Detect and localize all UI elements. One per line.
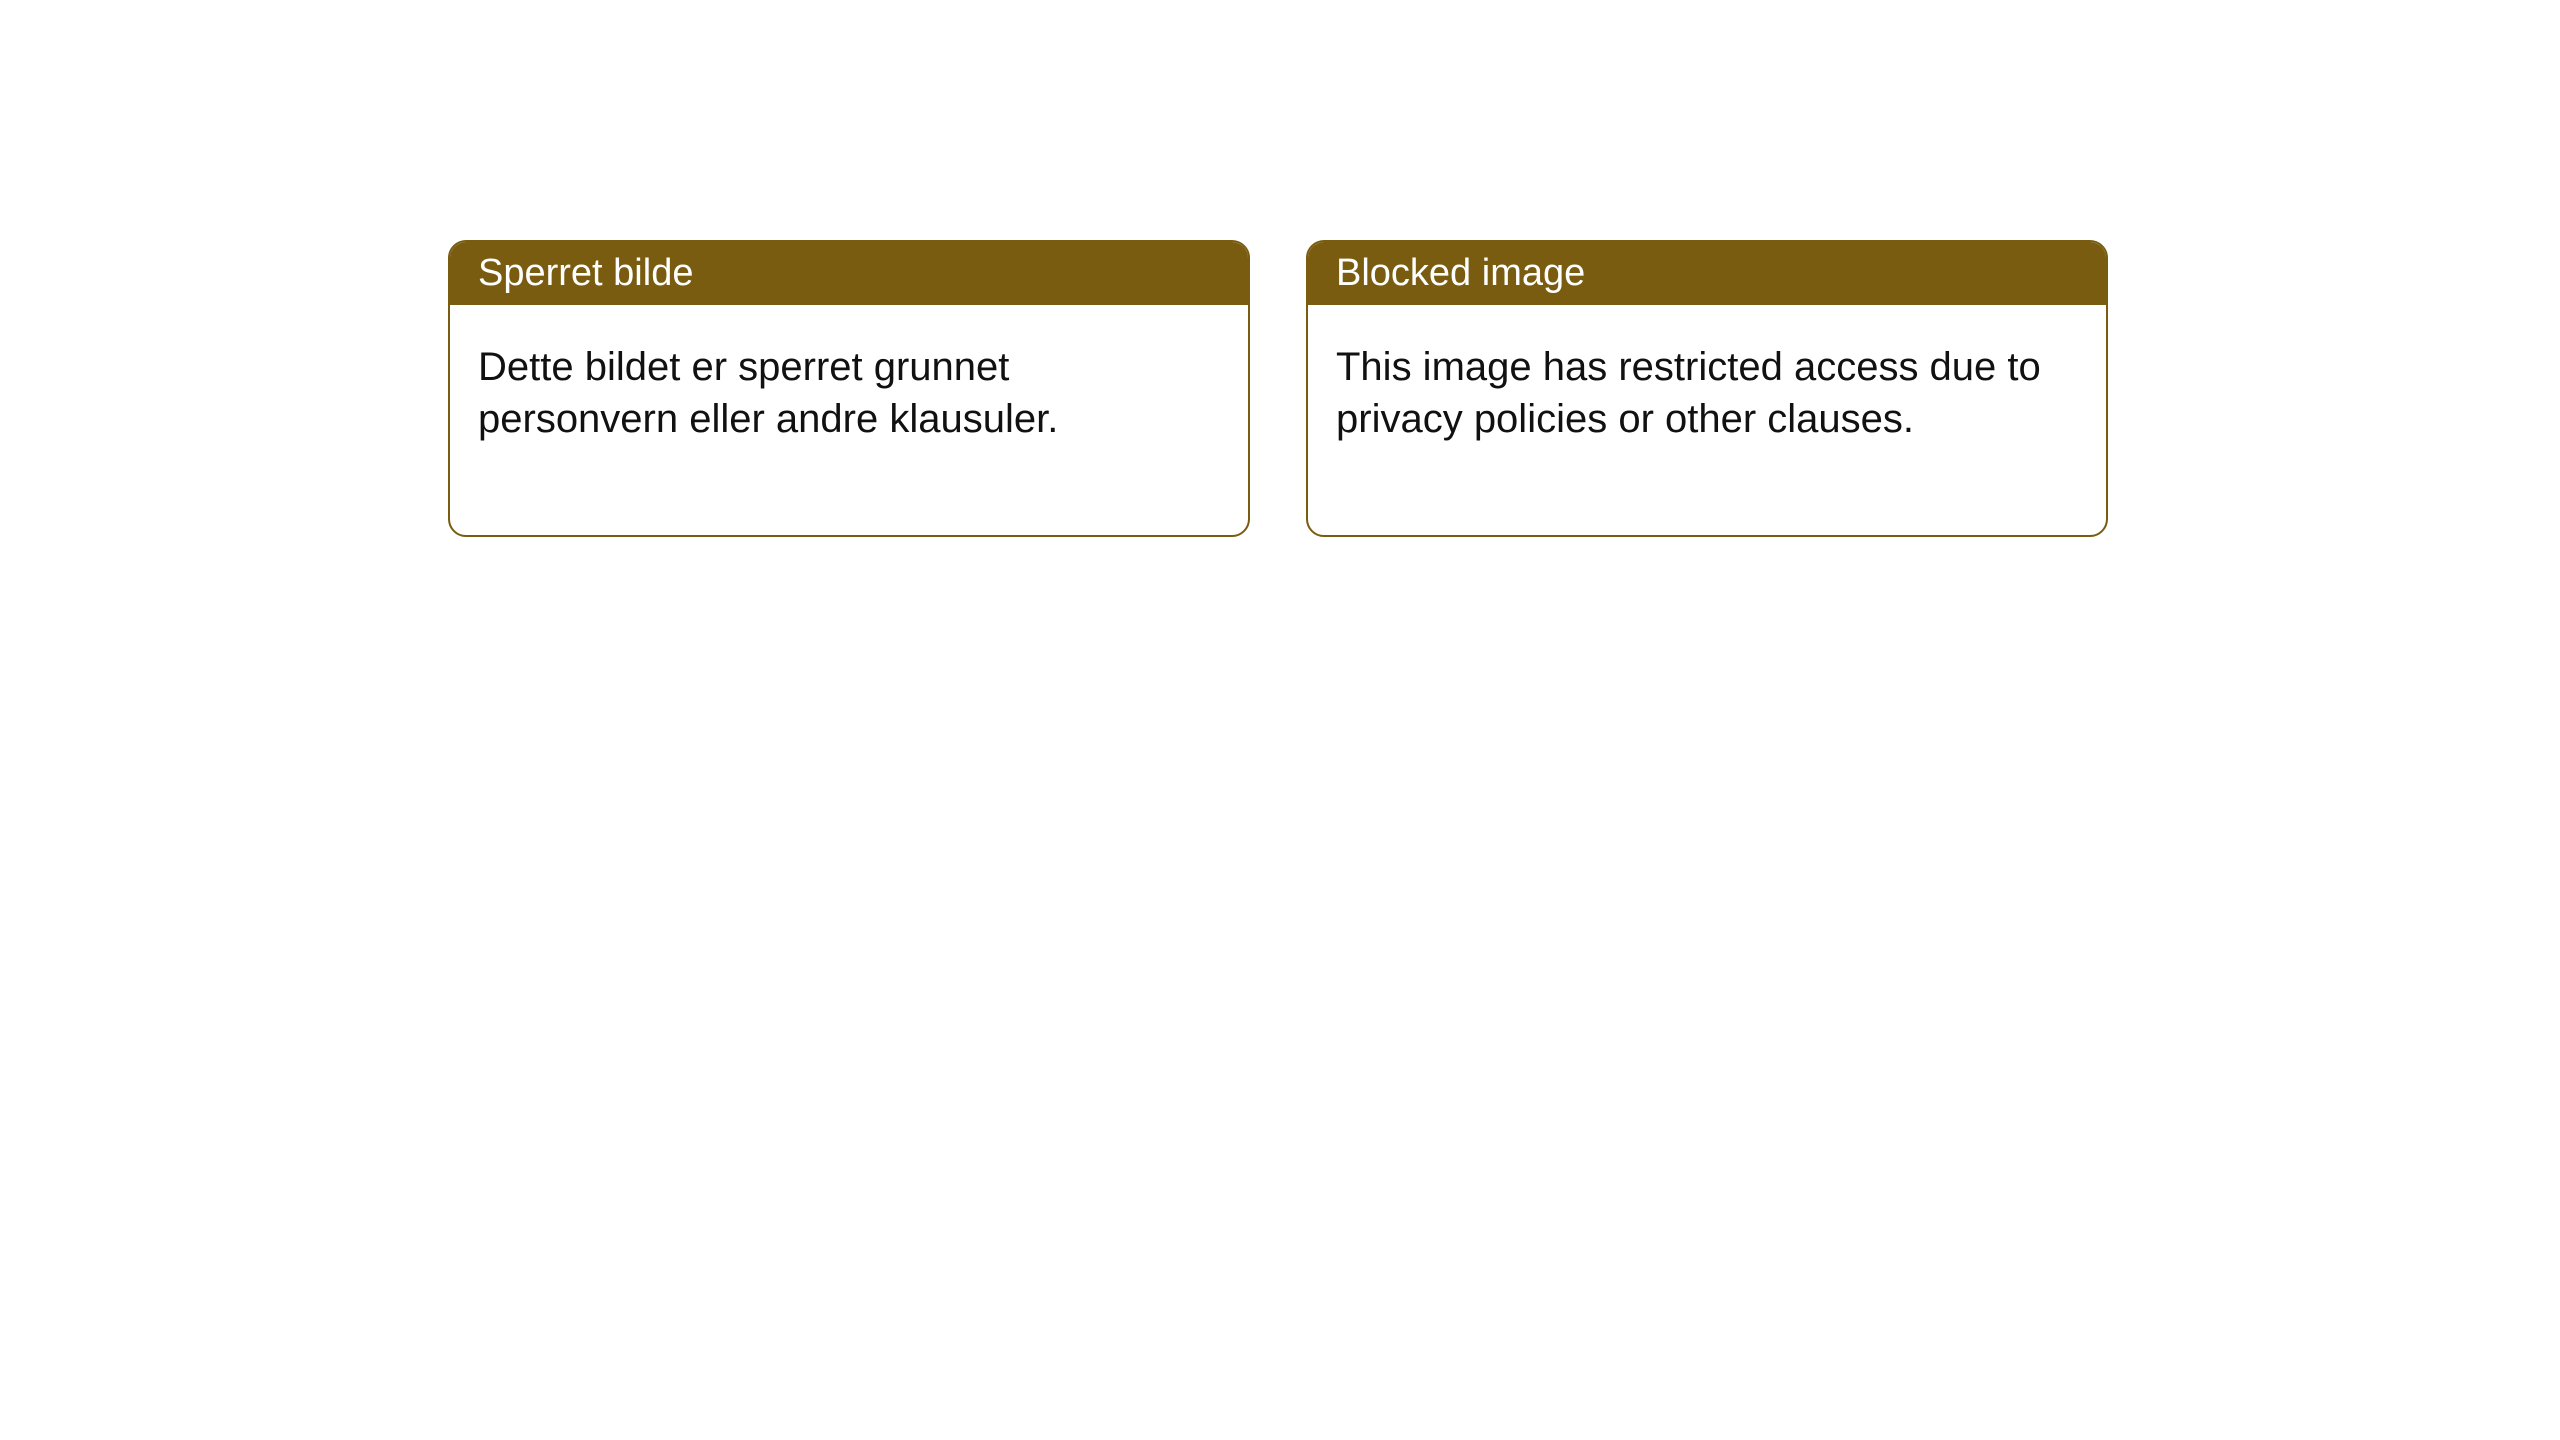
notice-header-en: Blocked image (1308, 242, 2106, 305)
notice-body-no: Dette bildet er sperret grunnet personve… (450, 305, 1248, 535)
notice-header-no: Sperret bilde (450, 242, 1248, 305)
notice-container: Sperret bilde Dette bildet er sperret gr… (448, 240, 2108, 537)
notice-text-en: This image has restricted access due to … (1336, 345, 2041, 441)
notice-card-en: Blocked image This image has restricted … (1306, 240, 2108, 537)
notice-text-no: Dette bildet er sperret grunnet personve… (478, 345, 1058, 441)
notice-card-no: Sperret bilde Dette bildet er sperret gr… (448, 240, 1250, 537)
notice-title-no: Sperret bilde (478, 252, 693, 294)
notice-title-en: Blocked image (1336, 252, 1585, 294)
notice-body-en: This image has restricted access due to … (1308, 305, 2106, 535)
